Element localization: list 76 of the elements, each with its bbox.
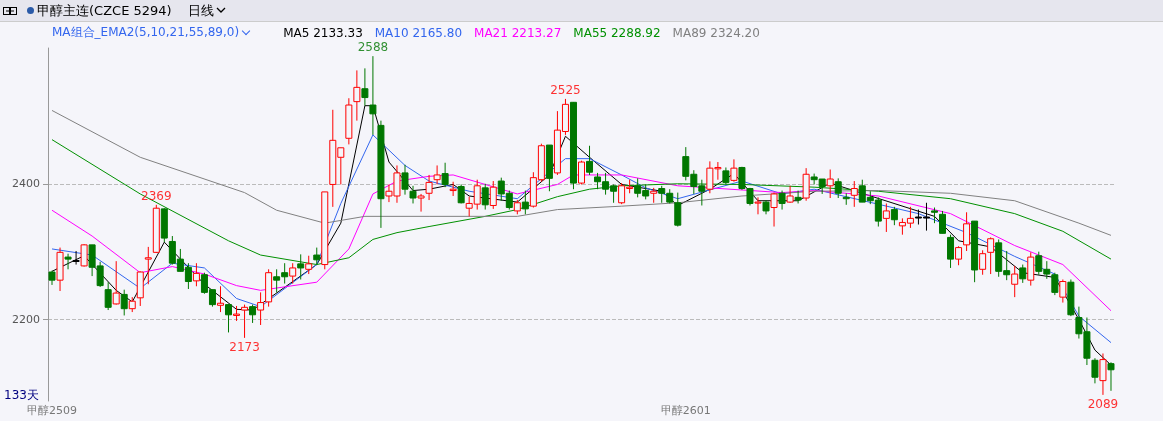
annotation: 2369 [141,188,172,203]
candlestick [225,304,233,333]
candlestick [794,190,802,204]
candlestick [826,169,834,199]
candlestick [72,250,80,266]
y-tick-label: 2200 [12,313,40,327]
candlestick [353,69,361,122]
text: MA10 2165.80 [374,25,463,40]
candlestick [1027,251,1035,287]
candlestick [802,167,810,202]
line-series [51,109,1112,236]
chart-subtitle: 日线 [187,1,214,20]
annotation: 2525 [550,82,581,97]
candlestick [192,262,200,287]
candlestick [882,202,890,233]
x-tick-label: 甲醇2601 [660,404,711,417]
candlestick [1019,264,1027,284]
candlestick [730,158,738,183]
candlestick [104,281,112,311]
candlestick [64,253,72,270]
candlestick [305,255,313,275]
candlestick [786,185,794,204]
candlestick [1099,352,1107,396]
text: MA89 2324.20 [672,25,760,40]
candlestick [409,185,417,204]
candlestick [586,145,594,176]
line-series [51,174,1112,312]
candlestick [1091,357,1099,384]
candlestick [1011,265,1019,298]
annotation: 2588 [357,40,389,55]
candlestick [120,289,128,316]
annotation: 2089 [1087,396,1119,411]
candlestick [850,180,858,208]
candlestick [289,262,297,285]
candlestick [754,196,762,215]
candlestick [80,243,88,268]
candlestick [144,246,152,285]
candlestick [1107,361,1115,392]
candlestick [249,304,257,324]
candlestick [963,211,971,252]
candlestick [770,192,778,228]
candlestick [425,174,433,201]
candlestick [890,206,898,226]
candlestick [449,181,457,197]
candlestick [433,164,441,185]
candlestick [481,183,489,211]
candlestick [1059,278,1067,304]
chart-title: 甲醇主连(CZCE 5294) [37,1,172,20]
candlestick [987,236,995,275]
candlestick [834,177,842,199]
x-tick-label: 甲醇2509 [27,404,78,417]
candlestick [369,55,377,136]
line-series [51,134,1112,344]
legend-title: MA组合_EMA2(5,10,21,55,89,0) [52,24,241,41]
text: MA21 2213.27 [474,25,562,40]
candlestick [521,190,529,215]
candlestick [241,304,249,339]
candlestick [441,162,449,188]
candlestick [489,180,497,210]
text: MA55 2288.92 [573,25,661,40]
candlestick [361,67,369,107]
candlestick [401,164,409,196]
candlestick [955,245,963,266]
line-series [51,139,1112,266]
candlestick [216,285,224,313]
candlestick [939,210,947,234]
candlestick [979,249,987,276]
candlestick [947,234,955,269]
candlestick [297,253,305,280]
text: 133天 [4,388,39,402]
candlestick [778,190,786,211]
y-tick-label: 2400 [12,177,40,191]
candlestick [417,193,425,213]
candlestick [112,260,120,306]
annotation: 2173 [229,339,260,354]
text: MA5 2133.33 [283,25,363,40]
